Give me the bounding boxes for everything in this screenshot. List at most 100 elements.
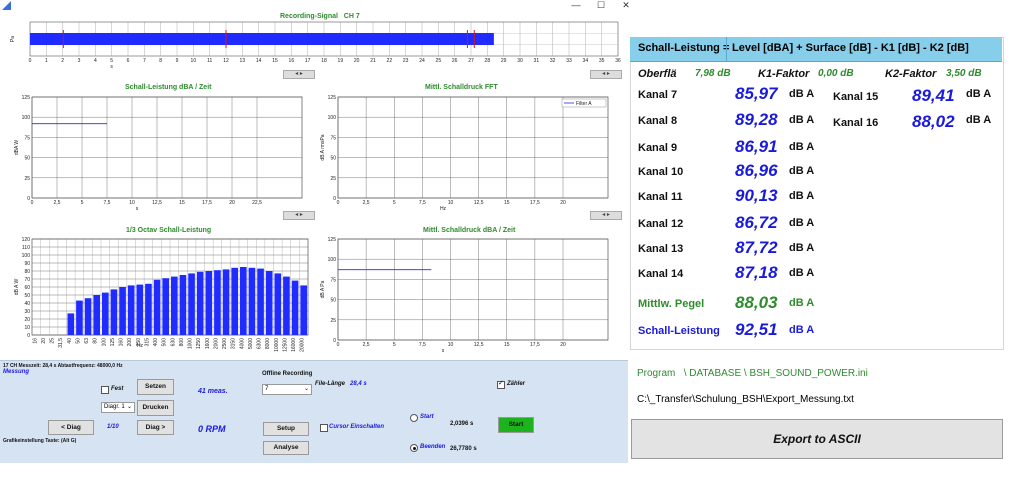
signal-x-tick: 17 — [305, 58, 311, 64]
signal-x-tick: 18 — [321, 58, 327, 64]
setup-button[interactable]: Setup — [263, 422, 309, 436]
diag-count: 1/10 — [107, 424, 119, 430]
octave-bar — [240, 267, 247, 335]
channel-unit: dB A — [789, 88, 815, 100]
mittlw-value: 88,03 — [735, 293, 778, 312]
signal-x-tick: 20 — [354, 58, 360, 64]
octave-y-tick: 110 — [22, 245, 30, 251]
zaehler-checkbox[interactable]: ✓ — [497, 380, 505, 389]
octave-bar — [110, 289, 118, 335]
k1-value: 0,00 dB — [818, 68, 854, 79]
octave-bar — [179, 275, 187, 335]
pressure-x-unit: s — [442, 348, 445, 354]
channel-label: Kanal 16 — [833, 117, 879, 129]
analyse-button[interactable]: Analyse — [263, 441, 309, 455]
channel-label: Kanal 8 — [638, 115, 678, 127]
octave-y-tick: 80 — [24, 269, 30, 275]
octave-x-tick: 20000 — [300, 338, 306, 352]
octave-bar — [214, 270, 221, 335]
signal-x-tick: 8 — [159, 58, 162, 64]
octave-bar — [76, 300, 83, 335]
dba-time-x-tick: 2,5 — [54, 200, 61, 206]
channel-label: Kanal 13 — [638, 243, 684, 255]
offline-select-value: 7 — [265, 386, 269, 392]
dba-time-x-tick: 12,5 — [152, 200, 162, 206]
octave-x-tick: 80 — [93, 338, 99, 344]
pressure-x-tick: 10 — [448, 342, 454, 348]
channel-value: 86,72 — [735, 213, 778, 232]
octave-x-tick: 125 — [110, 338, 116, 347]
dba-time-scrollbar[interactable]: ◂ ▸ — [283, 211, 315, 220]
maximize-button[interactable]: ☐ — [596, 0, 606, 10]
pressure-x-tick: 20 — [560, 342, 566, 348]
octave-x-tick: 25 — [50, 338, 56, 344]
fft-x-tick: 5 — [393, 200, 396, 206]
channel-value: 90,13 — [735, 186, 778, 205]
octave-bar — [300, 285, 307, 335]
pressure-x-tick: 12,5 — [474, 342, 484, 348]
octave-y-tick: 50 — [24, 293, 30, 299]
start-button[interactable]: Start — [498, 417, 534, 433]
octave-x-tick: 1250 — [196, 338, 202, 349]
octave-x-tick: 4000 — [239, 338, 245, 349]
signal-x-tick: 30 — [517, 58, 523, 64]
fft-x-tick: 2,5 — [363, 200, 370, 206]
signal-title-text: Recording-Signal — [280, 13, 338, 20]
signal-x-tick: 33 — [566, 58, 572, 64]
octave-bar — [265, 271, 273, 335]
dba-time-plot: 125 100 75 50 25 00 2,5 5 7,5 10 12,5 15 17,5 20 22,5 d… — [14, 95, 303, 212]
octave-bar — [231, 267, 238, 335]
start-radio[interactable] — [410, 414, 418, 422]
octave-x-tick: 250 — [136, 338, 142, 347]
fft-x-tick: 15 — [504, 200, 510, 206]
cursor-checkbox[interactable] — [320, 424, 328, 432]
signal-x-tick: 35 — [599, 58, 605, 64]
octave-y-tick: 120 — [22, 237, 31, 243]
beenden-radio[interactable] — [410, 444, 418, 452]
diag-prev-button[interactable]: < Diag — [48, 420, 94, 435]
octave-x-tick: 63 — [84, 338, 90, 344]
fft-scrollbar[interactable]: ◂ ▸ — [590, 211, 622, 220]
oberflaeche-value: 7,98 dB — [695, 68, 731, 79]
signal-x-tick: 16 — [289, 58, 295, 64]
signal-x-tick: 6 — [127, 58, 130, 64]
pressure-y-tick: 0 — [333, 338, 336, 344]
octave-y-tick: 30 — [24, 309, 30, 315]
control-panel — [0, 360, 628, 463]
check-icon: ✓ — [498, 380, 504, 387]
diagram-select[interactable]: Diagr. 1 ⌄ — [101, 402, 135, 413]
minimize-button[interactable]: — — [571, 0, 581, 10]
signal-x-tick: 15 — [272, 58, 278, 64]
file-laenge-label: File-Länge — [315, 381, 346, 387]
diag-next-button[interactable]: Diag > — [137, 420, 174, 435]
offline-select[interactable]: 7 ⌄ — [262, 384, 312, 395]
fft-x-tick: 20 — [560, 200, 566, 206]
fest-checkbox[interactable] — [101, 386, 109, 394]
dba-time-x-tick: 20 — [229, 200, 235, 206]
octave-y-tick: 40 — [24, 301, 30, 307]
drucken-button[interactable]: Drucken — [137, 400, 174, 416]
octave-x-tick: 12500 — [282, 338, 288, 352]
setzen-button[interactable]: Setzen — [137, 379, 174, 395]
dba-time-y-tick: 75 — [24, 135, 30, 141]
channel-unit: dB A — [966, 88, 992, 100]
signal-x-tick: 3 — [78, 58, 81, 64]
schall-label: Schall-Leistung — [638, 325, 720, 337]
signal-x-tick: 13 — [240, 58, 246, 64]
signal-x-tick: 24 — [419, 58, 425, 64]
close-button[interactable]: ✕ — [622, 0, 630, 10]
program-line: Program \ DATABASE \ BSH_SOUND_POWER.ini — [637, 368, 868, 379]
signal-scrollbar[interactable]: ◂ ▸ — [283, 70, 315, 79]
schall-unit: dB A — [789, 324, 815, 336]
top-right-scrollbar[interactable]: ◂ ▸ — [590, 70, 622, 79]
channel-unit: dB A — [966, 114, 992, 126]
results-panel — [630, 37, 1004, 350]
export-button[interactable]: Export to ASCII — [631, 419, 1003, 459]
fft-y-tick: 0 — [333, 196, 336, 202]
channel-value: 89,28 — [735, 110, 778, 129]
fft-y-label: dB A rmsPa — [320, 134, 326, 160]
dba-time-y-tick: 0 — [27, 196, 30, 202]
mittlw-label: Mittlw. Pegel — [638, 298, 705, 310]
beenden-label: Beenden — [420, 444, 446, 450]
mittlw-unit: dB A — [789, 297, 815, 309]
